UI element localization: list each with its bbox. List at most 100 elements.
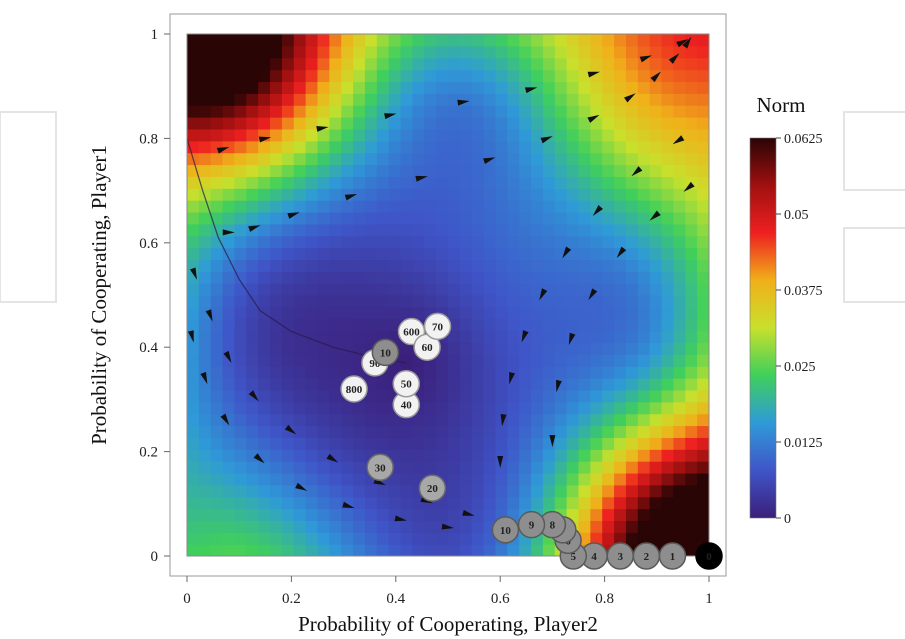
- heatmap-cell: [376, 378, 390, 391]
- heatmap-cell: [459, 295, 473, 308]
- heatmap-cell: [222, 69, 236, 83]
- heatmap-cell: [519, 389, 532, 403]
- heatmap-cell: [317, 93, 330, 106]
- heatmap-cell: [412, 461, 425, 474]
- heatmap-cell: [448, 295, 461, 308]
- heatmap-cell: [246, 57, 259, 71]
- heatmap-cell: [234, 69, 247, 83]
- heatmap-cell: [614, 152, 627, 166]
- heatmap-cell: [281, 389, 295, 403]
- heatmap-cell: [637, 318, 651, 332]
- heatmap-cell: [222, 532, 236, 545]
- heatmap-cell: [602, 461, 615, 474]
- heatmap-cell: [234, 45, 247, 59]
- heatmap-cell: [495, 389, 508, 403]
- heatmap-cell: [507, 164, 520, 177]
- heatmap-cell: [471, 425, 485, 438]
- heatmap-cell: [305, 461, 319, 474]
- heatmap-cell: [542, 81, 556, 94]
- heatmap-cell: [471, 484, 485, 498]
- heatmap-cell: [198, 140, 212, 154]
- heatmap-cell: [364, 69, 378, 83]
- vector-arrow: [187, 330, 194, 343]
- heatmap-cell: [495, 140, 508, 154]
- heatmap-cell: [329, 472, 342, 486]
- heatmap-cell: [270, 389, 283, 403]
- heatmap-cell: [554, 93, 568, 106]
- heatmap-cell: [341, 520, 354, 533]
- heatmap-cell: [400, 354, 414, 367]
- heatmap-cell: [637, 247, 651, 261]
- heatmap-cell: [234, 496, 247, 510]
- heatmap-cell: [495, 117, 508, 130]
- heatmap-cell: [697, 413, 709, 427]
- heatmap-cell: [685, 69, 698, 83]
- heatmap-cell: [376, 425, 390, 438]
- vector-arrow: [631, 166, 643, 177]
- heatmap-cell: [661, 235, 675, 249]
- heatmap-cell: [578, 472, 591, 486]
- heatmap-cell: [317, 45, 330, 59]
- heatmap-cell: [412, 152, 425, 166]
- heatmap-cell: [270, 259, 283, 272]
- heatmap-cell: [436, 366, 449, 379]
- heatmap-cell: [578, 306, 591, 320]
- heatmap-cell: [246, 544, 259, 556]
- heatmap-cell: [578, 295, 591, 308]
- heatmap-cell: [673, 330, 686, 344]
- heatmap-cell: [566, 508, 580, 522]
- heatmap-cell: [187, 176, 200, 189]
- heatmap-cell: [198, 413, 212, 427]
- heatmap-cell: [471, 389, 485, 403]
- heatmap-cell: [625, 57, 639, 71]
- heatmap-cell: [471, 117, 485, 130]
- heatmap-cell: [270, 532, 283, 545]
- heatmap-cell: [341, 259, 354, 272]
- heatmap-cell: [602, 354, 615, 367]
- heatmap-cell: [625, 401, 639, 415]
- heatmap-cell: [590, 152, 603, 166]
- heatmap-cell: [234, 318, 247, 332]
- heatmap-cell: [305, 295, 319, 308]
- heatmap-cell: [424, 211, 437, 225]
- heatmap-cell: [519, 413, 532, 427]
- heatmap-cell: [222, 354, 236, 367]
- heatmap-cell: [625, 330, 639, 344]
- heatmap-cell: [329, 140, 342, 154]
- heatmap-cell: [495, 437, 508, 450]
- heatmap-cell: [661, 247, 675, 261]
- heatmap-cell: [637, 69, 651, 83]
- heatmap-cell: [353, 520, 366, 533]
- heatmap-cell: [388, 318, 402, 332]
- heatmap-cell: [281, 271, 295, 284]
- heatmap-cell: [317, 271, 330, 284]
- heatmap-cell: [198, 235, 212, 249]
- heatmap-cell: [270, 330, 283, 344]
- heatmap-cell: [459, 425, 473, 438]
- heatmap-cell: [364, 544, 378, 556]
- heatmap-cell: [198, 330, 212, 344]
- heatmap-cell: [625, 295, 639, 308]
- heatmap-cell: [483, 378, 497, 391]
- y-tick-label: 0: [151, 549, 159, 565]
- heatmap-cell: [329, 45, 342, 59]
- heatmap-cell: [246, 508, 259, 522]
- heatmap-cell: [222, 152, 236, 166]
- heatmap-cell: [329, 342, 342, 355]
- heatmap-cell: [222, 117, 236, 130]
- heatmap-cell: [661, 342, 675, 355]
- heatmap-cell: [353, 176, 366, 189]
- heatmap-cell: [697, 259, 709, 272]
- heatmap-cell: [614, 128, 627, 142]
- heatmap-cell: [412, 200, 425, 213]
- x-tick-label: 0.6: [491, 591, 510, 607]
- vector-arrow: [539, 288, 548, 301]
- heatmap-cell: [187, 437, 200, 450]
- heatmap-cell: [483, 128, 497, 142]
- heatmap-cell: [614, 330, 627, 344]
- trajectory-marker: 4: [580, 542, 608, 570]
- heatmap-cell: [590, 461, 603, 474]
- heatmap-cell: [697, 81, 709, 94]
- heatmap-cell: [483, 117, 497, 130]
- heatmap-cell: [471, 330, 485, 344]
